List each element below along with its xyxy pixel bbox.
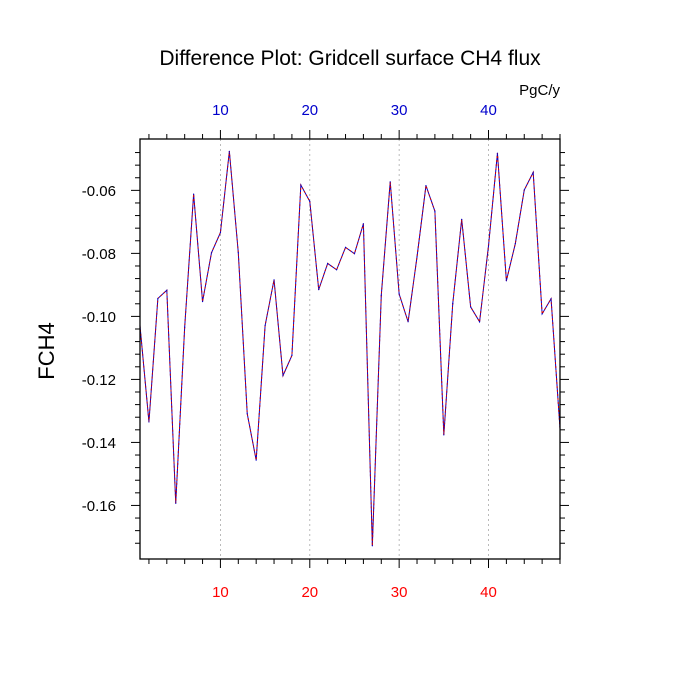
data-point — [523, 189, 525, 191]
data-point — [353, 253, 356, 255]
grid-lines — [220, 139, 489, 559]
data-point — [335, 269, 338, 271]
series-lines — [139, 150, 561, 547]
data-point — [300, 184, 302, 186]
data-point — [550, 298, 552, 300]
x-tick-label-top: 30 — [391, 102, 408, 119]
data-point — [470, 306, 472, 308]
data-point — [478, 321, 481, 323]
data-point — [380, 294, 382, 296]
data-point — [371, 545, 373, 547]
y-tick-label: -0.14 — [82, 435, 116, 452]
data-point — [532, 171, 534, 173]
data-point — [389, 181, 391, 183]
axis-ticks — [131, 130, 569, 568]
y-axis-label: FCH4 — [34, 322, 59, 379]
data-point — [487, 245, 490, 247]
data-point — [166, 289, 168, 291]
data-point — [309, 200, 311, 202]
y-tick-label: -0.06 — [82, 183, 116, 200]
data-point — [282, 375, 284, 377]
data-point — [201, 300, 204, 303]
data-point — [148, 421, 150, 423]
y-tick-label: -0.08 — [82, 246, 116, 263]
x-tick-label-top: 10 — [212, 102, 229, 119]
data-point — [157, 297, 159, 300]
data-point — [541, 313, 543, 315]
data-point — [425, 185, 427, 187]
data-point — [398, 293, 400, 295]
x-tick-label-bottom: 40 — [480, 584, 497, 601]
data-point — [327, 262, 329, 265]
data-point — [291, 354, 293, 357]
data-point — [505, 280, 507, 282]
data-point — [407, 321, 409, 323]
y-tick-label: -0.10 — [82, 309, 116, 326]
y-tick-label: -0.16 — [82, 498, 116, 515]
x-tick-label-bottom: 20 — [301, 584, 318, 601]
data-point — [184, 326, 186, 328]
data-point — [175, 502, 177, 504]
data-point — [255, 459, 257, 461]
data-point — [362, 223, 365, 225]
plot-frame — [139, 138, 561, 560]
data-point — [344, 246, 347, 248]
series-line — [139, 151, 561, 546]
x-tick-label-bottom: 30 — [391, 584, 408, 601]
data-point — [461, 218, 463, 220]
data-point — [210, 252, 213, 254]
data-point — [496, 152, 499, 154]
data-point — [434, 210, 436, 212]
x-tick-label-top: 40 — [480, 102, 497, 119]
data-point — [264, 324, 266, 327]
data-point — [318, 289, 320, 291]
data-point — [416, 256, 418, 258]
data-point — [273, 279, 275, 281]
x-tick-label-top: 20 — [301, 102, 318, 119]
data-point — [237, 252, 239, 254]
data-point — [514, 243, 516, 245]
data-point — [228, 150, 230, 152]
units-label: PgC/y — [519, 82, 560, 99]
data-point — [443, 434, 445, 436]
data-point — [193, 193, 195, 195]
data-point — [246, 413, 248, 415]
data-point — [219, 231, 222, 234]
x-tick-label-bottom: 10 — [212, 584, 229, 601]
data-point — [452, 302, 454, 305]
tick-labels: 10 10 20 20 30 30 40 40 -0.06 -0.08 -0.10 -0.12 -0.1… — [82, 102, 497, 601]
series-line-dashes — [139, 151, 561, 546]
chart-title: Difference Plot: Gridcell surface CH4 fl… — [159, 47, 541, 70]
y-tick-label: -0.12 — [82, 372, 116, 389]
